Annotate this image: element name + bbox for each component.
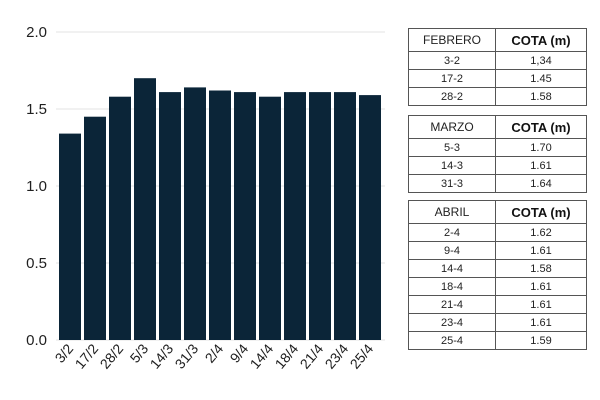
bar <box>334 92 356 340</box>
table-row: 25-4 1.59 <box>408 331 587 350</box>
bar <box>234 92 256 340</box>
table-month-header: FEBRERO <box>408 28 496 52</box>
x-tick-label: 18/4 <box>272 340 302 371</box>
march-table: MARZO COTA (m) 5-3 1.70 14-3 1.61 31-3 1… <box>408 115 587 193</box>
row-date: 28-2 <box>408 87 496 106</box>
x-tick-label: 23/4 <box>322 340 352 371</box>
y-tick-label: 0.5 <box>26 255 47 272</box>
row-date: 17-2 <box>408 69 496 88</box>
table-row: 5-3 1.70 <box>408 138 587 157</box>
x-tick-label: 14/3 <box>147 340 177 371</box>
bar <box>309 92 331 340</box>
table-month-header: ABRIL <box>408 200 496 224</box>
table-row: 28-2 1.58 <box>408 87 587 106</box>
x-tick-label: 25/4 <box>347 340 377 371</box>
row-value: 1.61 <box>495 313 587 332</box>
row-date: 2-4 <box>408 223 496 242</box>
row-date: 14-3 <box>408 156 496 175</box>
row-value: 1.61 <box>495 156 587 175</box>
table-row: 14-3 1.61 <box>408 156 587 175</box>
bar <box>109 96 131 340</box>
table-row: 31-3 1.64 <box>408 174 587 193</box>
bar <box>59 133 81 340</box>
x-tick-label: 2/4 <box>202 340 227 365</box>
row-date: 18-4 <box>408 277 496 296</box>
bar-chart: 0.00.51.01.52.03/217/228/2 5/314/331/3 2/4… <box>26 24 385 372</box>
y-tick-label: 0.0 <box>26 332 47 349</box>
bar <box>359 95 381 340</box>
table-row: 17-2 1.45 <box>408 69 587 88</box>
table-row: 14-4 1.58 <box>408 259 587 278</box>
table-value-header: COTA (m) <box>495 115 587 139</box>
x-tick-label: 14/4 <box>247 340 277 371</box>
row-date: 21-4 <box>408 295 496 314</box>
table-value-header: COTA (m) <box>495 28 587 52</box>
row-value: 1,34 <box>495 51 587 70</box>
bar <box>184 87 206 341</box>
row-date: 5-3 <box>408 138 496 157</box>
row-date: 14-4 <box>408 259 496 278</box>
table-value-header: COTA (m) <box>495 200 587 224</box>
bar <box>284 92 306 340</box>
table-row: 23-4 1.61 <box>408 313 587 332</box>
row-value: 1.62 <box>495 223 587 242</box>
row-value: 1.64 <box>495 174 587 193</box>
row-date: 9-4 <box>408 241 496 260</box>
row-value: 1.45 <box>495 69 587 88</box>
bar <box>259 96 281 340</box>
row-date: 31-3 <box>408 174 496 193</box>
row-value: 1.61 <box>495 241 587 260</box>
table-row: 18-4 1.61 <box>408 277 587 296</box>
april-table: ABRIL COTA (m) 2-4 1.62 9-4 1.61 14-4 1.… <box>408 200 587 350</box>
table-row: 2-4 1.62 <box>408 223 587 242</box>
table-row: 9-4 1.61 <box>408 241 587 260</box>
y-tick-label: 1.5 <box>26 101 47 118</box>
row-value: 1.58 <box>495 87 587 106</box>
table-month-header: MARZO <box>408 115 496 139</box>
x-tick-label: 28/2 <box>97 340 127 371</box>
row-date: 3-2 <box>408 51 496 70</box>
x-tick-label: 31/3 <box>172 340 202 371</box>
row-value: 1.58 <box>495 259 587 278</box>
row-value: 1.70 <box>495 138 587 157</box>
row-value: 1.61 <box>495 277 587 296</box>
table-row: 3-2 1,34 <box>408 51 587 70</box>
row-date: 25-4 <box>408 331 496 350</box>
row-value: 1.59 <box>495 331 587 350</box>
table-row: 21-4 1.61 <box>408 295 587 314</box>
row-value: 1.61 <box>495 295 587 314</box>
bar <box>209 90 231 340</box>
bar <box>84 116 106 340</box>
bar <box>134 78 156 340</box>
february-table: FEBRERO COTA (m) 3-2 1,34 17-2 1.45 28-2… <box>408 28 587 106</box>
bar <box>159 92 181 340</box>
row-date: 23-4 <box>408 313 496 332</box>
y-tick-label: 1.0 <box>26 178 47 195</box>
y-tick-label: 2.0 <box>26 24 47 41</box>
x-tick-label: 21/4 <box>297 340 327 371</box>
x-tick-label: 17/2 <box>72 340 102 371</box>
